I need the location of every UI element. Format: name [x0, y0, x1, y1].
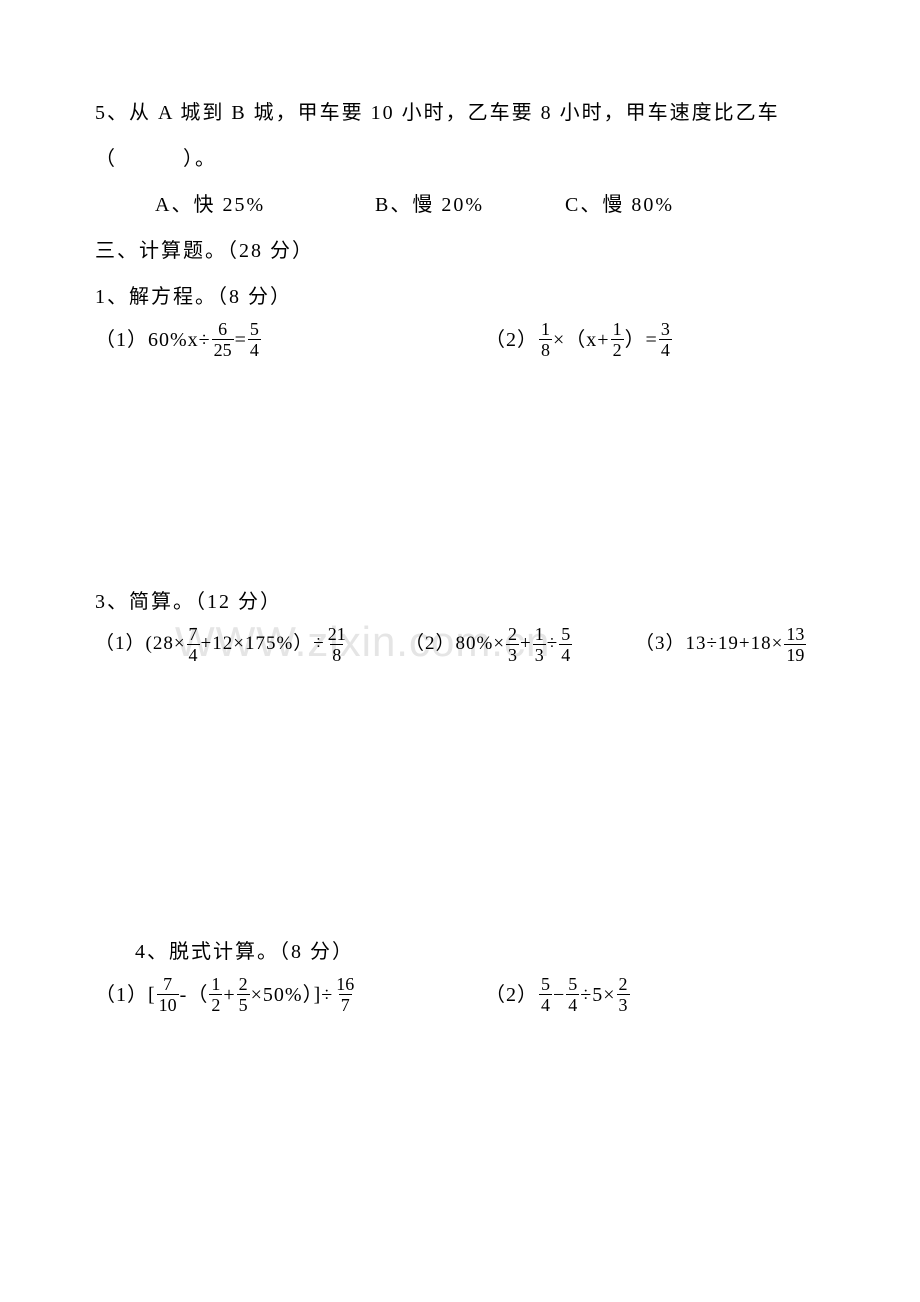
text: （1）(28×: [95, 629, 186, 659]
p1-eq1: （1）60%x÷ 625 = 54: [95, 320, 485, 359]
fraction: 74: [187, 625, 200, 664]
p1-title: 1、解方程。（8 分）: [95, 274, 825, 320]
q5-options: A、快 25% B、慢 20% C、慢 80%: [95, 182, 825, 228]
text: −: [553, 979, 565, 1011]
fraction: 54: [539, 975, 552, 1014]
fraction: 12: [209, 975, 222, 1014]
q5-text: 5、从 A 城到 B 城，甲车要 10 小时，乙车要 8 小时，甲车速度比乙车: [95, 90, 825, 136]
text: +: [223, 979, 235, 1011]
p4-equations: （1）[ 710 -（ 12 + 25 ×50%）]÷ 167 （2） 54 −…: [95, 975, 825, 1014]
fraction: 167: [334, 975, 356, 1014]
text: ）=: [625, 324, 658, 356]
fraction: 25: [237, 975, 250, 1014]
p3-eq1: （1）(28× 74 +12×175%）÷ 218: [95, 625, 405, 664]
fraction: 12: [611, 320, 624, 359]
fraction: 34: [659, 320, 672, 359]
p4-title: 4、脱式计算。（8 分）: [95, 929, 825, 975]
text: ÷5×: [580, 979, 615, 1011]
section3-title: 三、计算题。（28 分）: [95, 228, 825, 274]
text: ×（x+: [553, 324, 610, 356]
p3-title: 3、简算。（12 分）: [95, 579, 825, 625]
p4-eq2: （2） 54 − 54 ÷5× 23: [485, 975, 631, 1014]
q5-blank: （ ）。: [95, 136, 825, 182]
text: （3）13÷19+18×: [635, 629, 783, 659]
p3-eq3: （3）13÷19+18× 1319: [635, 625, 807, 664]
text: +12×175%）÷: [201, 629, 325, 659]
fraction: 54: [559, 625, 572, 664]
q5-option-a: A、快 25%: [155, 182, 375, 228]
p3-equations: （1）(28× 74 +12×175%）÷ 218 （2）80%× 23 + 1…: [95, 625, 825, 664]
text: -（: [180, 979, 209, 1011]
fraction: 625: [212, 320, 234, 359]
text: （2）: [485, 979, 538, 1011]
text: ×50%）]÷: [251, 979, 334, 1011]
text: ÷: [547, 629, 558, 659]
q5-option-c: C、慢 80%: [565, 182, 674, 228]
text: +: [520, 629, 532, 659]
fraction: 218: [326, 625, 348, 664]
p1-equations: （1）60%x÷ 625 = 54 （2） 18 ×（x+ 12 ）= 34: [95, 320, 825, 359]
p1-eq1-prefix: （1）60%x÷: [95, 324, 211, 356]
fraction: 710: [157, 975, 179, 1014]
document-content: 5、从 A 城到 B 城，甲车要 10 小时，乙车要 8 小时，甲车速度比乙车 …: [95, 90, 825, 1014]
fraction: 54: [566, 975, 579, 1014]
p4-eq1: （1）[ 710 -（ 12 + 25 ×50%）]÷ 167: [95, 975, 485, 1014]
p3-eq2: （2）80%× 23 + 13 ÷ 54: [405, 625, 635, 664]
p1-eq2-prefix: （2）: [485, 324, 538, 356]
fraction: 23: [506, 625, 519, 664]
p1-eq2: （2） 18 ×（x+ 12 ）= 34: [485, 320, 673, 359]
fraction: 23: [617, 975, 630, 1014]
fraction: 1319: [784, 625, 806, 664]
fraction: 18: [539, 320, 552, 359]
text: （1）[: [95, 979, 156, 1011]
eq-sign: =: [235, 324, 247, 356]
text: （2）80%×: [405, 629, 505, 659]
fraction: 54: [248, 320, 261, 359]
fraction: 13: [533, 625, 546, 664]
q5-option-b: B、慢 20%: [375, 182, 565, 228]
